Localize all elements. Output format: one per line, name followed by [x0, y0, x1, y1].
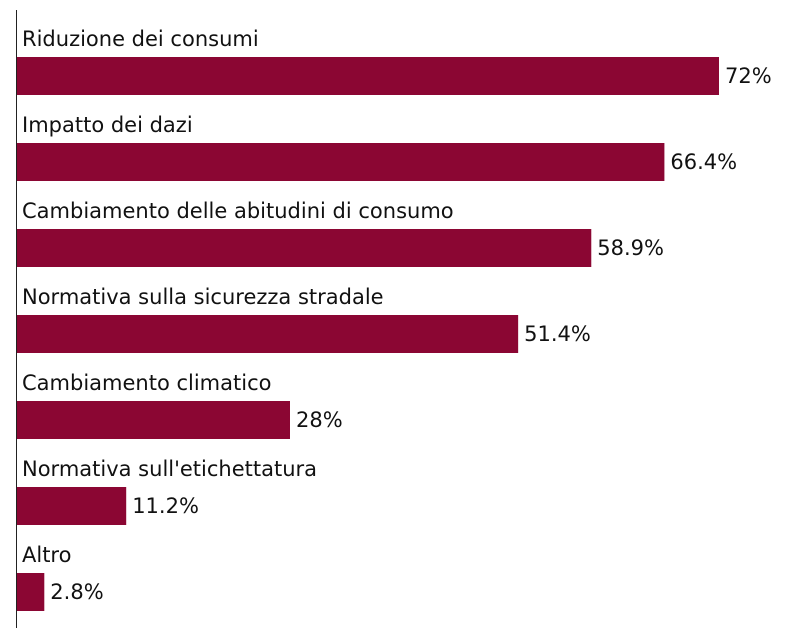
bar — [17, 573, 45, 611]
bar — [17, 229, 592, 267]
bar — [17, 401, 290, 439]
value-label: 58.9% — [597, 236, 664, 260]
category-label: Impatto dei dazi — [22, 113, 193, 137]
value-label: 11.2% — [132, 494, 199, 518]
value-label: 51.4% — [524, 322, 591, 346]
bar — [17, 315, 519, 353]
category-label: Cambiamento climatico — [22, 371, 271, 395]
category-label: Normativa sulla sicurezza stradale — [22, 285, 384, 309]
category-label: Altro — [22, 543, 71, 567]
bar — [17, 143, 665, 181]
value-label: 28% — [296, 408, 343, 432]
bar — [17, 57, 719, 95]
category-label: Riduzione dei consumi — [22, 27, 259, 51]
category-label: Normativa sull'etichettatura — [22, 457, 317, 481]
value-label: 66.4% — [670, 150, 737, 174]
value-label: 72% — [725, 64, 772, 88]
category-label: Cambiamento delle abitudini di consumo — [22, 199, 454, 223]
bar — [17, 487, 127, 525]
value-label: 2.8% — [50, 580, 103, 604]
